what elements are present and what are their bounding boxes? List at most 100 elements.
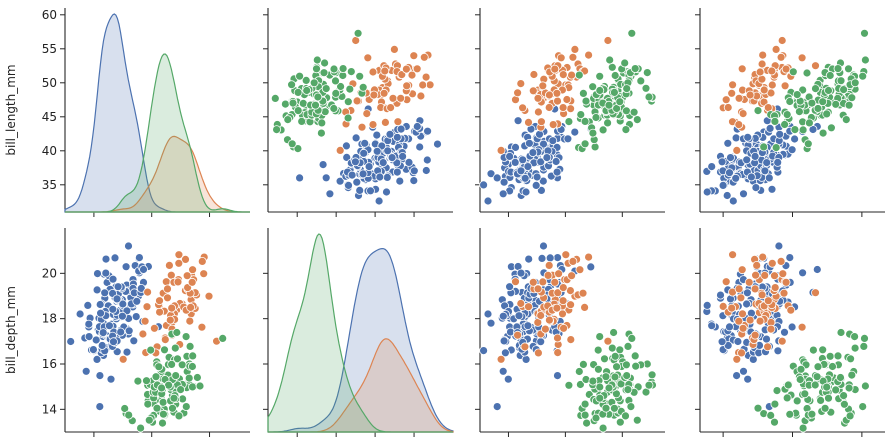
scatter-point xyxy=(758,252,768,262)
row-label: bill_length_mm xyxy=(4,64,18,155)
scatter-point xyxy=(734,93,744,103)
scatter-point xyxy=(368,120,378,129)
scatter-point xyxy=(760,166,770,176)
scatter-point xyxy=(538,81,548,91)
scatter-point xyxy=(574,367,584,376)
scatter-point xyxy=(845,411,855,421)
scatter-point xyxy=(176,385,186,395)
y-tick-label: 20 xyxy=(42,266,57,280)
scatter-point xyxy=(288,98,298,108)
scatter-point xyxy=(197,322,207,332)
scatter-point xyxy=(802,68,812,78)
scatter-point xyxy=(733,337,743,346)
scatter-point xyxy=(139,265,148,274)
scatter-point xyxy=(584,252,593,262)
scatter-point xyxy=(174,250,184,260)
scatter-point xyxy=(792,396,802,406)
scatter-point xyxy=(204,291,214,301)
scatter-point xyxy=(287,80,297,90)
scatter-point xyxy=(718,301,728,311)
scatter-point xyxy=(647,370,657,380)
scatter-point xyxy=(745,90,755,100)
scatter-point xyxy=(860,333,869,343)
scatter-point xyxy=(302,86,312,95)
scatter-point xyxy=(379,88,389,98)
scatter-point xyxy=(726,153,735,163)
scatter-point xyxy=(630,64,640,73)
scatter-point xyxy=(418,80,428,90)
scatter-point xyxy=(346,67,356,76)
scatter-point xyxy=(734,120,744,129)
scatter-point xyxy=(622,84,632,93)
scatter-point xyxy=(776,256,786,266)
scatter-point xyxy=(160,335,170,345)
scatter-point xyxy=(770,271,779,281)
scatter-point xyxy=(325,189,335,199)
scatter-point xyxy=(621,125,631,135)
scatter-point xyxy=(298,99,308,108)
scatter-point xyxy=(588,376,598,386)
scatter-point xyxy=(836,328,846,337)
scatter-point xyxy=(610,351,620,361)
scatter-point xyxy=(331,89,341,98)
scatter-point xyxy=(600,354,609,364)
scatter-point xyxy=(641,83,651,93)
scatter-point xyxy=(395,176,405,186)
scatter-point xyxy=(736,293,746,303)
scatter-point xyxy=(839,391,848,401)
y-tick-label: 60 xyxy=(42,8,57,22)
scatter-point xyxy=(492,402,502,412)
scatter-point xyxy=(511,142,520,152)
scatter-point xyxy=(528,277,538,287)
scatter-point xyxy=(197,256,207,266)
scatter-point xyxy=(116,327,126,337)
scatter-point xyxy=(831,99,841,109)
scatter-point xyxy=(742,299,751,309)
scatter-point xyxy=(807,409,817,419)
scatter-point xyxy=(759,85,769,95)
scatter-point xyxy=(425,80,435,90)
scatter-point xyxy=(833,64,843,73)
scatter-point xyxy=(81,366,91,376)
y-tick-label: 35 xyxy=(42,178,57,192)
scatter-point xyxy=(788,67,798,77)
scatter-point xyxy=(112,294,122,304)
scatter-point xyxy=(545,315,554,325)
scatter-point xyxy=(722,191,732,200)
scatter-point xyxy=(858,71,868,81)
scatter-point xyxy=(366,186,375,196)
scatter-point xyxy=(778,269,788,279)
scatter-point xyxy=(767,184,777,194)
scatter-point xyxy=(479,180,489,190)
scatter-point xyxy=(601,372,611,382)
scatter-point xyxy=(402,81,412,91)
scatter-point xyxy=(124,326,134,336)
kde-curve xyxy=(267,233,453,433)
scatter-point xyxy=(498,189,508,199)
scatter-point xyxy=(781,64,791,74)
scatter-point xyxy=(293,144,303,154)
scatter-point xyxy=(598,125,608,135)
scatter-point xyxy=(716,290,725,300)
scatter-point xyxy=(737,348,746,358)
scatter-point xyxy=(525,138,534,148)
row-label: bill_depth_mm xyxy=(4,286,18,374)
scatter-point xyxy=(552,303,562,313)
scatter-point xyxy=(98,328,108,338)
scatter-point xyxy=(187,362,197,371)
scatter-point xyxy=(486,169,496,179)
scatter-point xyxy=(321,84,331,93)
scatter-point xyxy=(173,354,182,364)
scatter-point xyxy=(142,376,151,386)
scatter-point xyxy=(731,173,741,183)
scatter-point xyxy=(158,418,167,428)
scatter-point xyxy=(717,157,727,167)
scatter-point xyxy=(839,85,848,94)
scatter-point xyxy=(604,100,614,110)
scatter-point xyxy=(496,354,506,364)
scatter-point xyxy=(844,100,854,110)
scatter-point xyxy=(605,55,615,65)
scatter-point xyxy=(621,411,630,421)
scatter-point xyxy=(603,118,612,128)
scatter-point xyxy=(858,402,868,412)
